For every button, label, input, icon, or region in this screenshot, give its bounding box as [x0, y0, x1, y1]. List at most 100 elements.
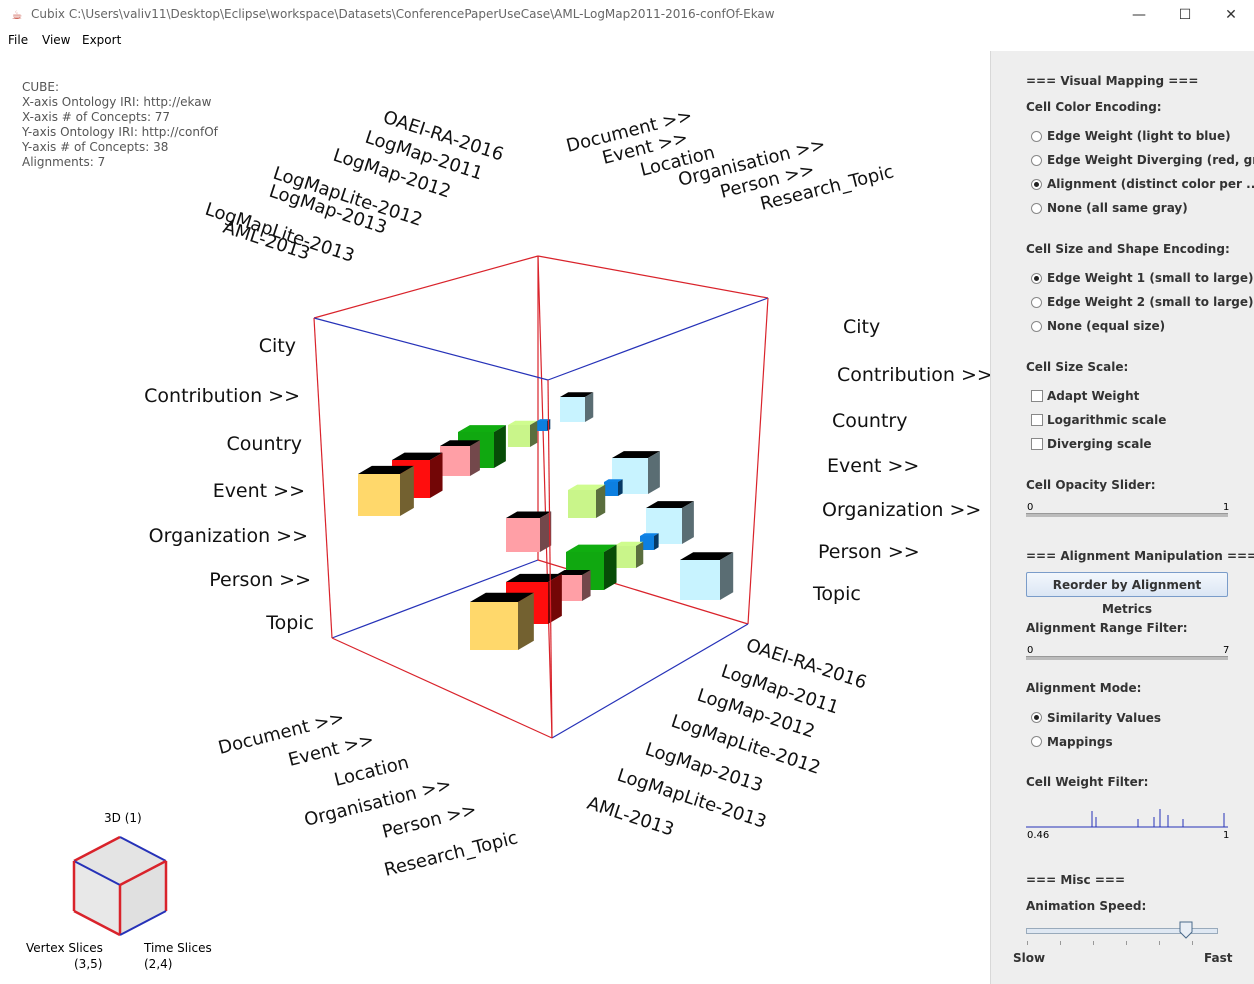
cube-info: CUBE: X-axis Ontology IRI: http://ekaw X-a…	[22, 80, 218, 170]
speed-tick	[1060, 941, 1061, 945]
mode-radio-1[interactable]	[1031, 736, 1042, 747]
animation-speed-slider[interactable]	[1026, 928, 1218, 934]
animation-speed-thumb[interactable]	[1179, 921, 1193, 939]
right-concept-label: Contribution >>	[837, 364, 990, 386]
alignment-mode-heading: Alignment Mode:	[1026, 681, 1142, 695]
cell-logmap2012[interactable]	[508, 420, 538, 447]
opacity-slider[interactable]	[1026, 513, 1228, 517]
menu-file[interactable]: File	[8, 33, 29, 47]
speed-tick	[1093, 941, 1094, 945]
cube-edge	[551, 623, 749, 739]
range-min: 0	[1027, 645, 1034, 656]
visual-mapping-heading: === Visual Mapping ===	[1026, 74, 1199, 88]
cell-oaei[interactable]	[560, 392, 594, 422]
color-option-edge-weight[interactable]: Edge Weight (light to blue)	[1047, 129, 1231, 143]
size-scale-heading: Cell Size Scale:	[1026, 360, 1129, 374]
mode-radio-0[interactable]	[1031, 712, 1042, 723]
color-radio-2[interactable]	[1031, 179, 1042, 190]
menu-view[interactable]: View	[42, 33, 71, 47]
left-concept-label: Person >>	[209, 569, 311, 591]
mode-option-similarity[interactable]: Similarity Values	[1047, 711, 1162, 725]
color-encoding-heading: Cell Color Encoding:	[1026, 100, 1162, 114]
color-option-alignment[interactable]: Alignment (distinct color per ...	[1047, 177, 1254, 191]
vertex-slices-label[interactable]: Vertex Slices	[26, 941, 103, 955]
range-slider[interactable]	[1026, 656, 1228, 660]
view-minimap[interactable]: 3D (1) Vertex Slices (3,5) Time Slices (…	[20, 805, 220, 975]
left-concept-label: Event >>	[213, 480, 305, 502]
weight-histogram[interactable]	[1026, 793, 1228, 829]
cell-oaei[interactable]	[646, 501, 694, 544]
maximize-button[interactable]: ☐	[1178, 7, 1192, 23]
minimap-cube-icon[interactable]	[68, 831, 172, 943]
close-button[interactable]: ✕	[1225, 7, 1237, 23]
size-option-none[interactable]: None (equal size)	[1047, 319, 1166, 333]
adapt-weight-label[interactable]: Adapt Weight	[1047, 389, 1140, 403]
minimize-button[interactable]: —	[1132, 7, 1146, 23]
opacity-heading: Cell Opacity Slider:	[1026, 478, 1156, 492]
cell-logmap2013[interactable]	[506, 511, 552, 552]
speed-fast-label: Fast	[1204, 951, 1233, 965]
speed-tick	[1192, 941, 1193, 945]
cube-edge	[547, 379, 553, 739]
cell-aml2013[interactable]	[358, 465, 414, 516]
speed-tick	[1159, 941, 1160, 945]
diverging-scale-label[interactable]: Diverging scale	[1047, 437, 1152, 451]
cube-labels: City Contribution >> Country Event >> Organi…	[144, 105, 990, 881]
color-option-diverging[interactable]: Edge Weight Diverging (red, gr...	[1047, 153, 1254, 167]
time-slices-label[interactable]: Time Slices	[144, 941, 212, 955]
right-concept-label: Organization >>	[822, 499, 981, 521]
cube-edge	[331, 637, 553, 739]
range-max: 7	[1223, 645, 1230, 656]
color-option-none[interactable]: None (all same gray)	[1047, 201, 1188, 215]
adapt-weight-checkbox[interactable]	[1031, 390, 1043, 402]
cell-logmap2011[interactable]	[640, 533, 659, 550]
cube-canvas[interactable]: City Contribution >> Country Event >> Organi…	[0, 51, 990, 984]
cell-logmap2013[interactable]	[440, 440, 480, 476]
title-bar: ☕ Cubix C:\Users\valiv11\Desktop\Eclipse…	[0, 0, 1254, 30]
log-scale-label[interactable]: Logarithmic scale	[1047, 413, 1167, 427]
cell-aml2013[interactable]	[470, 592, 534, 650]
speed-tick	[1126, 941, 1127, 945]
menu-export[interactable]: Export	[82, 33, 122, 47]
info-x-iri: X-axis Ontology IRI: http://ekaw	[22, 95, 212, 109]
weight-max: 1	[1223, 830, 1230, 841]
size-radio-1[interactable]	[1031, 297, 1042, 308]
cube-edge	[313, 317, 549, 381]
size-radio-2[interactable]	[1031, 321, 1042, 332]
color-radio-3[interactable]	[1031, 203, 1042, 214]
speed-tick	[1027, 941, 1028, 945]
info-x-concepts: X-axis # of Concepts: 77	[22, 110, 171, 124]
window-title: Cubix C:\Users\valiv11\Desktop\Eclipse\w…	[31, 7, 775, 21]
cell-logmap2012[interactable]	[614, 541, 644, 568]
range-filter-heading: Alignment Range Filter:	[1026, 621, 1188, 635]
cell-logmap2012[interactable]	[568, 484, 606, 518]
size-option-weight2[interactable]: Edge Weight 2 (small to large)	[1047, 295, 1254, 309]
size-radio-0[interactable]	[1031, 273, 1042, 284]
log-scale-checkbox[interactable]	[1031, 414, 1043, 426]
weight-min: 0.46	[1027, 830, 1050, 841]
color-radio-1[interactable]	[1031, 155, 1042, 166]
misc-heading: === Misc ===	[1026, 873, 1125, 887]
left-concept-label: Contribution >>	[144, 385, 300, 407]
size-option-weight1[interactable]: Edge Weight 1 (small to large)	[1047, 271, 1254, 285]
alignment-manip-heading: === Alignment Manipulation ===	[1026, 549, 1254, 563]
opacity-max: 1	[1223, 502, 1230, 513]
cube-edge	[537, 255, 769, 299]
cube-edge	[747, 297, 769, 625]
control-panel: === Visual Mapping === Cell Color Encodi…	[990, 51, 1254, 984]
minimap-title: 3D (1)	[104, 811, 142, 825]
cube-edge	[331, 559, 539, 639]
time-slices-value: (2,4)	[144, 957, 173, 971]
cell-logmap2011[interactable]	[604, 479, 623, 496]
mode-option-mappings[interactable]: Mappings	[1047, 735, 1113, 749]
info-y-concepts: Y-axis # of Concepts: 38	[22, 140, 169, 154]
cell-logmap2013[interactable]	[556, 569, 591, 601]
cell-oaei[interactable]	[680, 552, 734, 600]
cube-front-frame	[313, 255, 769, 739]
reorder-button[interactable]: Reorder by Alignment Metrics	[1026, 572, 1228, 616]
diverging-scale-checkbox[interactable]	[1031, 438, 1043, 450]
color-radio-0[interactable]	[1031, 131, 1042, 142]
cube-cells[interactable]	[358, 392, 734, 650]
right-concept-label: City	[843, 316, 880, 338]
opacity-min: 0	[1027, 502, 1034, 513]
